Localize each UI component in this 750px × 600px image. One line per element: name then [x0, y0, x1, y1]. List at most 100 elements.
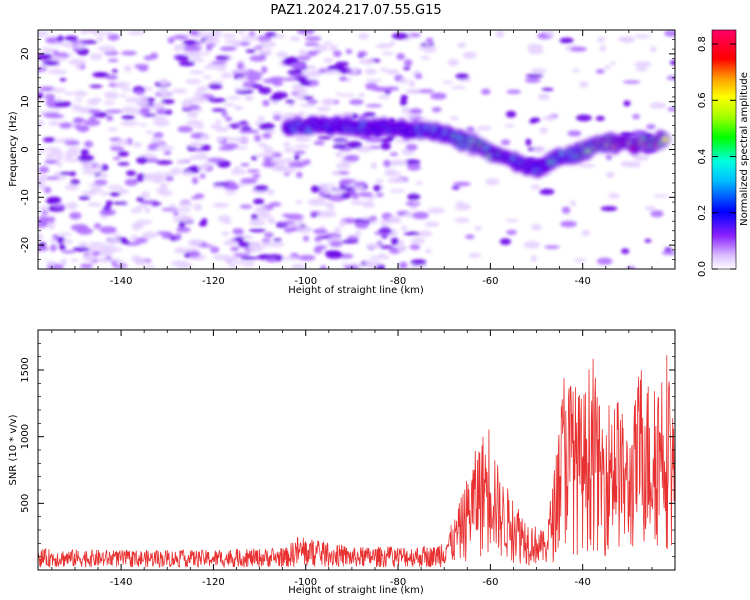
noise-blob [644, 238, 652, 243]
noise-blob [142, 99, 149, 107]
noise-blob [499, 238, 512, 246]
noise-blob [210, 80, 224, 85]
noise-blob [310, 210, 321, 215]
noise-blob [240, 163, 250, 167]
noise-blob [633, 155, 649, 161]
noise-blob [38, 30, 50, 38]
noise-blob [173, 247, 187, 254]
noise-blob [457, 42, 467, 49]
noise-blob [50, 244, 57, 252]
noise-blob [121, 106, 137, 114]
noise-blob [98, 247, 117, 254]
noise-blob [409, 264, 418, 269]
noise-blob [208, 97, 227, 103]
noise-blob [451, 186, 460, 190]
noise-blob [332, 138, 348, 142]
noise-blob [182, 171, 194, 177]
noise-blob [314, 44, 328, 52]
noise-blob [229, 184, 239, 191]
noise-blob [189, 143, 198, 148]
noise-blob [39, 219, 48, 227]
noise-blob [38, 149, 46, 154]
noise-blob [47, 69, 65, 75]
noise-blob [92, 250, 102, 257]
noise-blob [171, 88, 188, 94]
noise-blob [532, 146, 545, 153]
noise-blob [372, 87, 390, 92]
noise-blob [69, 171, 77, 177]
noise-blob [73, 117, 85, 124]
noise-blob [409, 108, 423, 115]
noise-blob [449, 85, 467, 90]
noise-blob [95, 165, 103, 170]
noise-blob [121, 50, 137, 56]
noise-blob [65, 202, 78, 210]
noise-blob [231, 69, 250, 73]
noise-blob [111, 69, 118, 73]
noise-blob [387, 177, 406, 184]
noise-blob [45, 146, 61, 152]
noise-blob [597, 36, 605, 43]
noise-blob [60, 258, 68, 266]
noise-blob [116, 139, 129, 145]
noise-blob [285, 213, 304, 221]
noise-blob [90, 186, 103, 193]
noise-blob [605, 154, 613, 161]
noise-blob [289, 36, 301, 42]
noise-blob [431, 106, 442, 113]
noise-blob [345, 48, 353, 55]
snr-xtick-label: -60 [482, 577, 498, 588]
noise-blob [321, 98, 336, 106]
noise-blob [157, 144, 168, 151]
noise-blob [351, 193, 359, 200]
noise-blob [370, 162, 378, 170]
noise-blob [134, 89, 145, 95]
noise-blob [356, 145, 373, 153]
noise-blob [323, 70, 341, 75]
noise-blob [500, 139, 511, 146]
noise-blob [198, 164, 205, 171]
noise-blob [400, 94, 409, 100]
noise-blob [401, 107, 412, 114]
noise-blob [234, 105, 244, 111]
noise-blob [407, 193, 421, 201]
noise-blob [294, 93, 305, 100]
noise-blob [390, 160, 400, 166]
noise-blob [140, 191, 151, 199]
noise-blob [569, 200, 577, 207]
colorbar-tick-label: 0.4 [697, 149, 708, 165]
noise-blob [246, 169, 260, 173]
noise-blob [189, 250, 201, 258]
noise-blob [161, 207, 178, 212]
noise-blob [182, 39, 197, 46]
noise-blob [304, 36, 322, 41]
noise-blob [362, 202, 376, 208]
noise-blobs [38, 30, 675, 269]
noise-blob [453, 181, 471, 187]
noise-blob [78, 108, 87, 113]
noise-blob [391, 32, 409, 40]
noise-blob [186, 110, 199, 119]
noise-blob [455, 73, 470, 80]
noise-blob [269, 241, 285, 248]
noise-blob [99, 226, 117, 234]
spectrogram-xtick-label: -40 [575, 276, 591, 287]
noise-blob [388, 247, 401, 254]
noise-blob [298, 49, 309, 56]
noise-blob [296, 55, 311, 61]
noise-blob [545, 30, 554, 37]
noise-blob [366, 137, 383, 143]
noise-blob [317, 197, 327, 202]
noise-blob [195, 58, 205, 63]
noise-blob [541, 87, 554, 92]
noise-blob [114, 81, 130, 88]
noise-blob [402, 66, 411, 71]
noise-blob [572, 68, 580, 73]
noise-blob [170, 260, 189, 267]
noise-blob [151, 177, 164, 184]
noise-blob [547, 115, 556, 121]
noise-blob [224, 191, 237, 195]
noise-blob [299, 103, 316, 108]
noise-blob [317, 183, 336, 188]
